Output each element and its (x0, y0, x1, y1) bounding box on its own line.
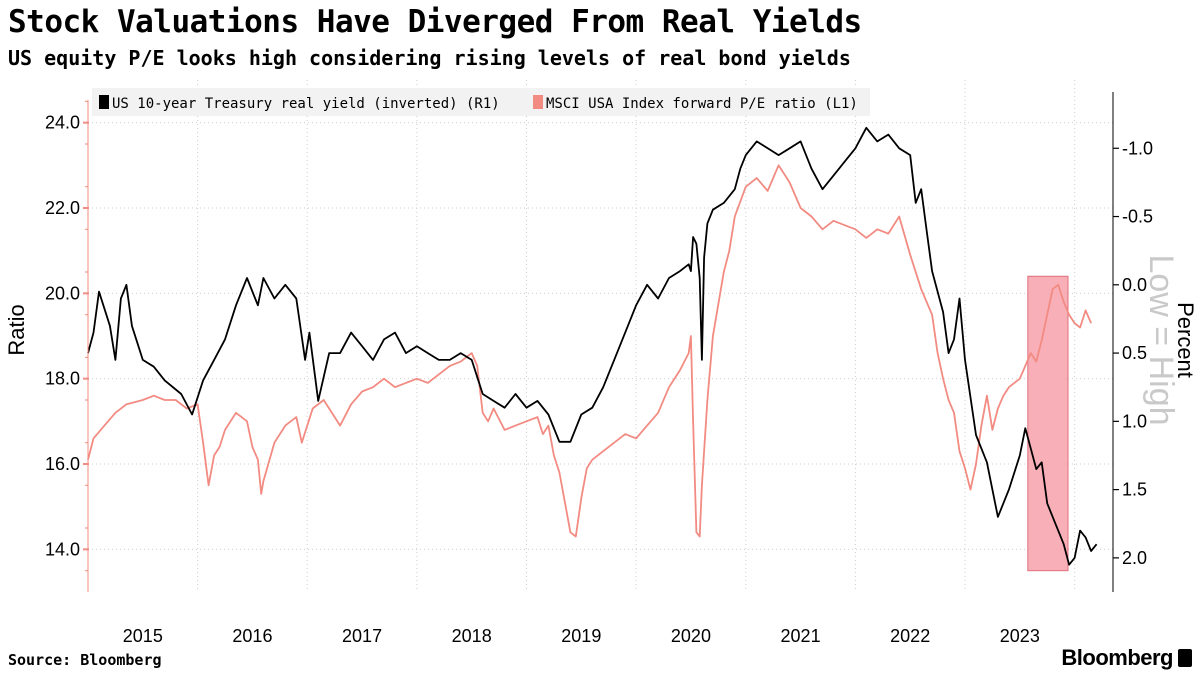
legend-label-yield: US 10-year Treasury real yield (inverted… (112, 96, 500, 112)
x-tick-label: 2019 (561, 626, 601, 646)
left-tick-label: 20.0 (45, 283, 80, 303)
x-tick-label: 2017 (342, 626, 382, 646)
left-tick-label: 18.0 (45, 369, 80, 389)
left-tick-label: 22.0 (45, 198, 80, 218)
left-tick-label: 24.0 (45, 113, 80, 133)
right-tick-label: 2.0 (1122, 548, 1147, 568)
right-tick-label: -1.0 (1122, 138, 1153, 158)
chart-title: Stock Valuations Have Diverged From Real… (8, 4, 862, 40)
left-tick-label: 14.0 (45, 539, 80, 559)
bloomberg-logo: Bloomberg (1061, 645, 1192, 671)
right-tick-label: 1.5 (1122, 480, 1147, 500)
x-tick-label: 2015 (123, 626, 163, 646)
legend-swatch-yield (99, 95, 109, 109)
x-tick-label: 2018 (452, 626, 492, 646)
x-tick-label: 2023 (1000, 626, 1040, 646)
source-note: Source: Bloomberg (8, 651, 162, 669)
legend-label-pe: MSCI USA Index forward P/E ratio (L1) (546, 96, 858, 112)
right-tick-label: 0.5 (1122, 343, 1147, 363)
annotation-low-high: Low = High (1142, 254, 1180, 425)
legend-swatch-pe (533, 95, 543, 109)
highlight-box (1027, 275, 1069, 572)
series-layer (87, 126, 1098, 566)
legend-background (92, 88, 870, 116)
series-line-yield (87, 126, 1098, 566)
series-line-pe (87, 164, 1092, 538)
left-tick-label: 16.0 (45, 454, 80, 474)
right-tick-label: 0.0 (1122, 275, 1147, 295)
brand-text: Bloomberg (1061, 645, 1173, 670)
right-axis-title: Percent (1173, 302, 1198, 378)
right-tick-label: -0.5 (1122, 207, 1153, 227)
left-axis-title: Ratio (4, 304, 29, 355)
x-tick-label: 2021 (781, 626, 821, 646)
legend: US 10-year Treasury real yield (inverted… (92, 88, 870, 116)
x-tick-label: 2016 (232, 626, 272, 646)
x-tick-label: 2022 (890, 626, 930, 646)
axes: 14.0 16.0 18.0 20.0 22.0 24.0 -1.0 -0.5 0.0 0.5 1.… (45, 92, 1153, 646)
grid (88, 80, 1113, 592)
right-tick-label: 1.0 (1122, 411, 1147, 431)
chart-subtitle: US equity P/E looks high considering ris… (8, 46, 851, 70)
brand-mark-icon (1178, 649, 1192, 667)
x-tick-label: 2020 (671, 626, 711, 646)
